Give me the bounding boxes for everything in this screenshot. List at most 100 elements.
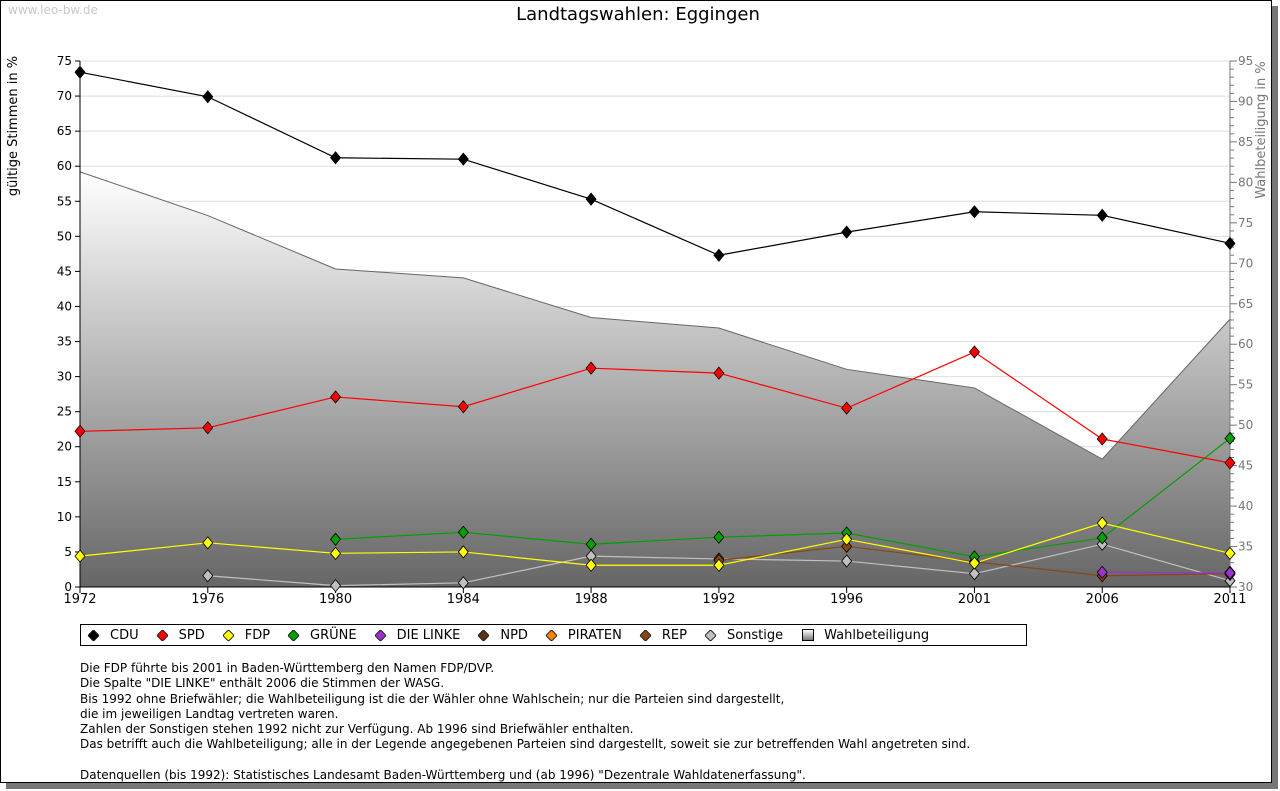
note-line: Bis 1992 ohne Briefwähler; die Wahlbetei… [80,691,785,706]
data-point [841,401,853,415]
data-point [713,366,725,380]
x-tick-label: 1992 [702,592,735,607]
legend-item: SPD [155,627,205,643]
x-tick-label: 2006 [1086,592,1119,607]
y-tick-label: 30 [57,370,72,384]
note-line: Die FDP führte bis 2001 in Baden-Württem… [80,661,495,675]
data-point [330,546,342,560]
legend-item: GRÜNE [287,627,357,643]
series-line-spd [79,351,1231,464]
data-point [74,65,86,79]
legend-label: GRÜNE [310,627,357,643]
data-point [74,549,86,563]
data-point [330,532,342,546]
legend-label: CDU [110,627,139,643]
legend-marker-icon [545,628,558,642]
data-point [968,556,980,570]
y-axis-label: gültige Stimmen in % [6,56,21,196]
y2-tick-label: 55 [1238,378,1253,392]
legend-label: SPD [178,627,205,643]
series-line-fdp [79,522,1231,566]
data-point [457,400,469,414]
legend-marker-icon [87,628,100,642]
legend-item: Wahlbeteiligung [802,628,929,643]
y-tick-label: 10 [57,510,72,524]
data-point [585,192,597,206]
y2-tick-label: 70 [1238,256,1253,270]
legend-item: PIRATEN [545,628,622,643]
y2-tick-label: 95 [1238,54,1253,68]
data-point [1224,566,1236,580]
data-point [841,539,853,553]
data-point [585,537,597,551]
source-label: www.leo-bw.de [8,3,98,17]
data-point [1096,516,1108,530]
data-point [713,558,725,572]
chart-title: Landtagswahlen: Eggingen [516,4,760,25]
data-point [1224,456,1236,470]
x-tick-label: 1976 [191,592,224,607]
y-tick-label: 45 [57,264,72,278]
y-tick-label: 55 [57,194,72,208]
y-tick-label: 50 [57,229,72,243]
data-point [968,205,980,219]
y2-axis-label: Wahlbeteiligung in % [1254,61,1269,198]
legend: CDU SPD FDP GRÜNE DIE LINKE NPD PIRATEN REP Sons… [80,624,1027,646]
y2-tick-label: 80 [1238,175,1253,189]
y-tick-label: 15 [57,475,72,489]
y2-tick-label: 35 [1238,540,1253,554]
data-point [457,152,469,166]
note-line: Die Spalte "DIE LINKE" enthält 2006 die … [80,676,445,691]
y2-tick-label: 40 [1238,499,1253,513]
data-point [457,576,469,590]
data-point [1096,432,1108,446]
data-point [457,525,469,539]
y-tick-label: 5 [64,545,72,559]
y-tick-label: 35 [57,335,72,349]
y-tick-label: 40 [57,299,72,313]
y2-tick-label: 85 [1238,135,1253,149]
turnout-area [80,171,1230,587]
note-line: die im jeweiligen Landtag vertreten ware… [80,706,339,721]
note-line [80,753,970,768]
data-point [202,421,214,435]
legend-label: Sonstige [726,627,784,643]
data-point [457,545,469,559]
y-tick-label: 0 [64,580,72,594]
data-point [330,390,342,404]
legend-label: NPD [500,627,528,643]
x-tick-label: 1980 [319,592,352,607]
y2-tick-label: 90 [1238,94,1253,108]
data-point [202,536,214,550]
x-tick-label: 2011 [1213,592,1246,607]
turnout-line [79,171,1231,460]
y2-tick-label: 30 [1238,580,1253,594]
x-tick-label: 1984 [447,592,480,607]
legend-item: FDP [221,627,271,643]
legend-marker-icon [639,628,652,642]
x-tick-label: 2001 [958,592,991,607]
note-line: Datenquellen (bis 1992): Statistisches L… [80,768,806,783]
y-tick-label: 20 [57,440,72,454]
y2-tick-label: 50 [1238,418,1253,432]
series-line-gr-ne [335,437,1231,558]
legend-area-icon [802,629,815,641]
chart-plot: 0 5 10 15 20 25 30 35 40 45 50 55 60 65 70 75 30 35 40 45 50… [6,54,1269,607]
data-point [1096,208,1108,222]
data-point [713,530,725,544]
data-point [585,558,597,572]
data-point [841,554,853,568]
legend-marker-icon [477,628,491,642]
notes: Die FDP führte bis 2001 in Baden-Württem… [80,661,970,783]
data-point [1096,531,1108,545]
note-line: Das betrifft auch die Wahlbeteiligung; a… [80,737,971,752]
y2-tick-label: 65 [1238,297,1253,311]
y-tick-label: 60 [57,159,72,173]
legend-item: NPD [477,627,528,643]
y-tick-label: 65 [57,124,72,138]
y-tick-label: 70 [57,89,72,103]
legend-label: FDP [244,627,271,643]
legend-marker-icon [704,628,717,642]
note-line: Zahlen der Sonstigen stehen 1992 nicht z… [80,722,634,737]
